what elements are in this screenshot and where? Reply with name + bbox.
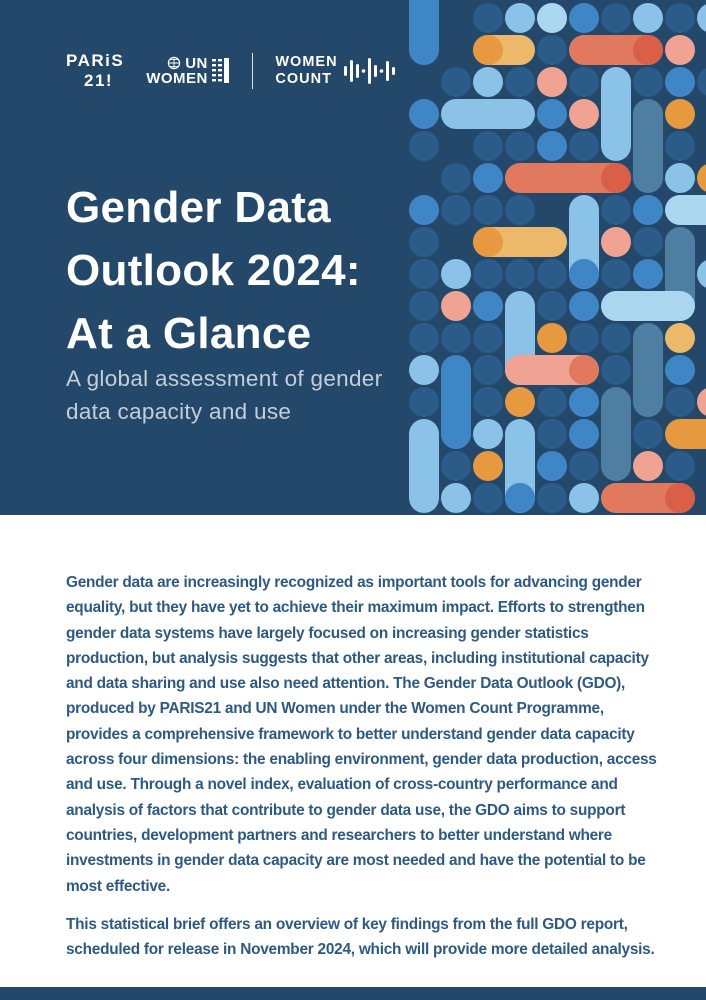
page-subtitle: A global assessment of gender data capac… [66,366,383,424]
title-line-2: Outlook 2024: [66,246,361,295]
un-women-flag-icon [211,57,229,83]
title-line-1: Gender Data [66,183,331,232]
footer-bar [0,987,706,1000]
logo-divider [251,52,254,89]
women-count-line1: WOMEN [275,53,338,70]
un-women-logo: UN WOMEN [146,55,230,86]
page-title: Gender Data Outlook 2024: At a Glance [66,176,361,365]
paris21-wordmark-top: PARiS [66,51,125,70]
paris21-logo: PARiS 21! [66,52,124,89]
un-women-line2: WOMEN [146,70,208,87]
women-count-line2: COUNT [275,71,332,87]
tally-bars-icon [343,57,395,84]
body-section: Gender data are increasingly recognized … [66,570,660,975]
intro-paragraph: Gender data are increasingly recognized … [66,574,657,895]
un-women-line1: UN [185,54,208,72]
title-line-3: At a Glance [66,309,312,358]
paris21-wordmark-bottom: 21! [84,71,114,90]
decor-pattern [409,0,706,513]
un-emblem-icon [168,56,181,70]
brief-paragraph: This statistical brief offers an overvie… [66,915,655,959]
logo-row: PARiS 21! UN WOMEN [66,52,396,89]
women-count-wordmark: WOMEN COUNT [275,53,338,87]
un-women-wordmark: UN WOMEN [146,54,208,87]
women-count-logo: WOMEN COUNT [275,53,395,87]
cover-header: PARiS 21! UN WOMEN [0,0,706,515]
